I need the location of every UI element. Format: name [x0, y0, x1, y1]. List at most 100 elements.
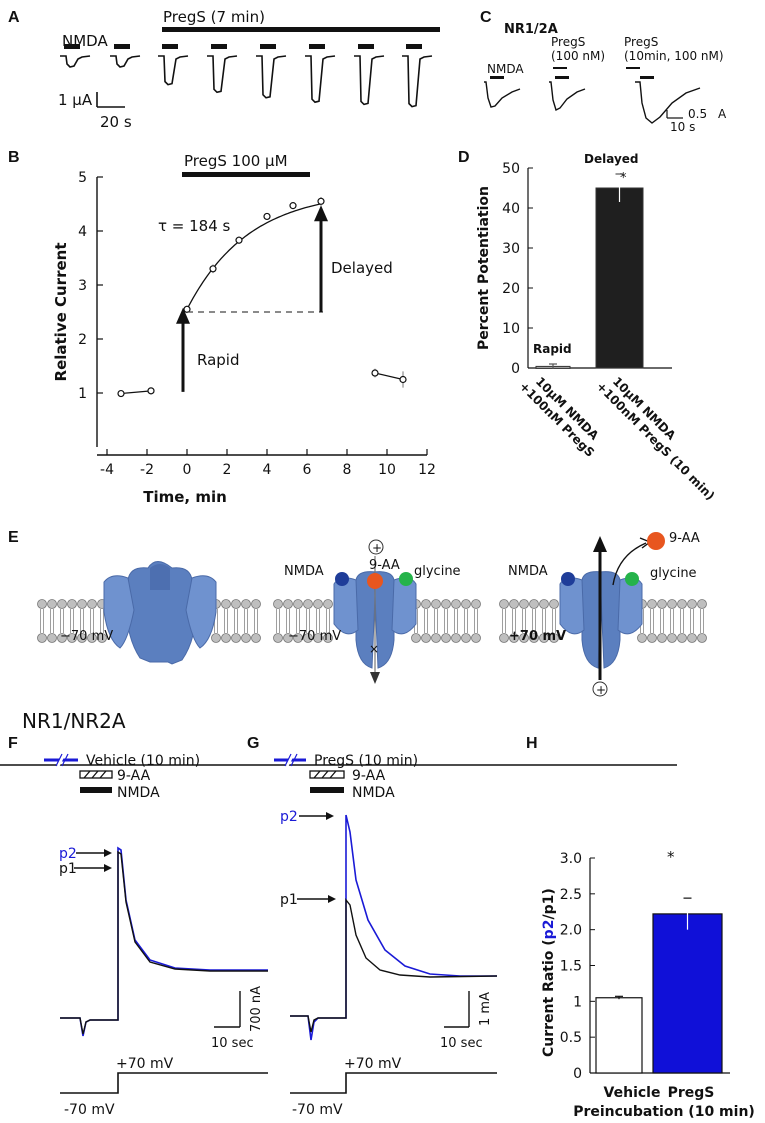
d-y-axis-title: Percent Potentiation [476, 186, 492, 350]
g-9aa-bar [309, 770, 345, 779]
lipid-tail [254, 609, 258, 633]
b-delayed-arrowhead [314, 205, 328, 222]
lipid-head-bottom [509, 633, 519, 643]
h-ytick-label-0: 0 [573, 1066, 582, 1082]
b-connector-1 [374, 372, 404, 381]
lipid-head-bottom [211, 633, 221, 643]
f-vneg-label: -70 mV [64, 1102, 115, 1118]
h-ytick-label-1.5: 1.5 [560, 959, 582, 975]
d-delayed-label: Delayed [584, 152, 639, 166]
nmda-ligand-icon [335, 572, 349, 586]
h-x-axis-title: Preincubation (10 min) [573, 1104, 755, 1120]
lipid-head-top [241, 599, 251, 609]
glycine-ligand-icon [399, 572, 413, 586]
lipid-tail [244, 609, 248, 633]
f-scale-y-label: 700 nA [249, 986, 264, 1032]
lipid-tail [70, 609, 74, 633]
f-trace-pregs [60, 846, 268, 1037]
e-nmda-label-3: NMDA [508, 564, 548, 579]
lipid-tail [316, 609, 320, 633]
h-significance: * [667, 848, 675, 866]
lipid-tail [690, 609, 694, 633]
lipid-tail [50, 609, 54, 633]
a-nmda-bar-3 [162, 44, 178, 49]
lipid-head-bottom [37, 633, 47, 643]
lipid-head-bottom [421, 633, 431, 643]
lipid-head-bottom [637, 633, 647, 643]
lipid-head-bottom [539, 633, 549, 643]
lipid-head-bottom [67, 633, 77, 643]
c-pregs10-label-line2: (10min, 100 nM) [624, 49, 724, 63]
d-ytick-label-40: 40 [502, 201, 520, 217]
nmda-ligand-icon-3 [561, 572, 575, 586]
lipid-head-top [519, 599, 529, 609]
lipid-head-bottom [441, 633, 451, 643]
b-rapid-label: Rapid [197, 351, 240, 369]
b-point-pregs-5 [317, 197, 325, 205]
c-scale-y-label: 0.5 [688, 107, 707, 121]
b-point-pre-0 [117, 389, 125, 398]
lipid-head-top [37, 599, 47, 609]
e-membranes [37, 599, 707, 643]
lipid-head-top [303, 599, 313, 609]
e-plus-1: + [372, 541, 382, 555]
lipid-tail [454, 609, 458, 633]
lipid-head-top [471, 599, 481, 609]
a-nmda-bar-7 [358, 44, 374, 49]
plus-ion-icon-2 [592, 681, 608, 697]
g-9aa-label: 9-AA [352, 768, 386, 784]
b-fit-curve [186, 203, 322, 310]
lipid-head-bottom [451, 633, 461, 643]
lipid-tail [234, 609, 238, 633]
lipid-head-top [67, 599, 77, 609]
lipid-head-bottom [87, 633, 97, 643]
lipid-tail [286, 609, 290, 633]
lipid-head-top [461, 599, 471, 609]
a-nmda-bar-1 [64, 44, 80, 49]
b-pregs-label: PregS 100 μM [184, 152, 288, 170]
d-data [535, 173, 644, 369]
lipid-tail [532, 609, 536, 633]
9aa-released-icon [647, 532, 665, 550]
lipid-head-top [77, 599, 87, 609]
c-pregs-label-line1: PregS [551, 35, 585, 49]
lipid-tail [40, 609, 44, 633]
lipid-head-bottom [529, 633, 539, 643]
b-xtick-label-12: 12 [418, 462, 436, 478]
g-trace-vehicle [290, 898, 498, 1033]
a-nmda-bar-8 [406, 44, 422, 49]
lipid-head-top [499, 599, 509, 609]
c-title: NR1/2A [504, 22, 558, 37]
b-ytick-label-3: 3 [78, 278, 87, 294]
lipid-head-top [509, 599, 519, 609]
b-fit-label: τ = 184 s [158, 217, 231, 235]
a-trace-6 [305, 55, 336, 104]
g-vpos-label: +70 mV [344, 1056, 402, 1072]
b-point-pregs-1 [209, 265, 217, 273]
a-nmda-bar-6 [309, 44, 325, 49]
receptor-open-blocked: × [333, 556, 417, 684]
lipid-head-top [273, 599, 283, 609]
lipid-tail [434, 609, 438, 633]
lipid-head-bottom [283, 633, 293, 643]
h-ytick-label-1: 1 [573, 994, 582, 1010]
lipid-tail [650, 609, 654, 633]
lipid-head-top [251, 599, 261, 609]
h-ytick-label-0.5: 0.5 [560, 1030, 582, 1046]
f-vpos-label: +70 mV [116, 1056, 174, 1072]
b-delayed-label: Delayed [331, 259, 393, 277]
lipid-head-bottom [461, 633, 471, 643]
h-category-pregs: PregS [668, 1085, 715, 1101]
d-rapid-label: Rapid [533, 342, 572, 356]
d-bar-1 [595, 187, 644, 369]
e-glycine-label-3: glycine [650, 566, 697, 581]
lipid-tail [680, 609, 684, 633]
lipid-head-bottom [667, 633, 677, 643]
lipid-head-top [221, 599, 231, 609]
g-trace-pregs [290, 814, 497, 1041]
lipid-head-bottom [47, 633, 57, 643]
e-voltage-2: −70 mV [288, 629, 341, 644]
c-pregs-label-line2: (100 nM) [551, 49, 605, 63]
b-point-pre-1 [147, 387, 155, 395]
